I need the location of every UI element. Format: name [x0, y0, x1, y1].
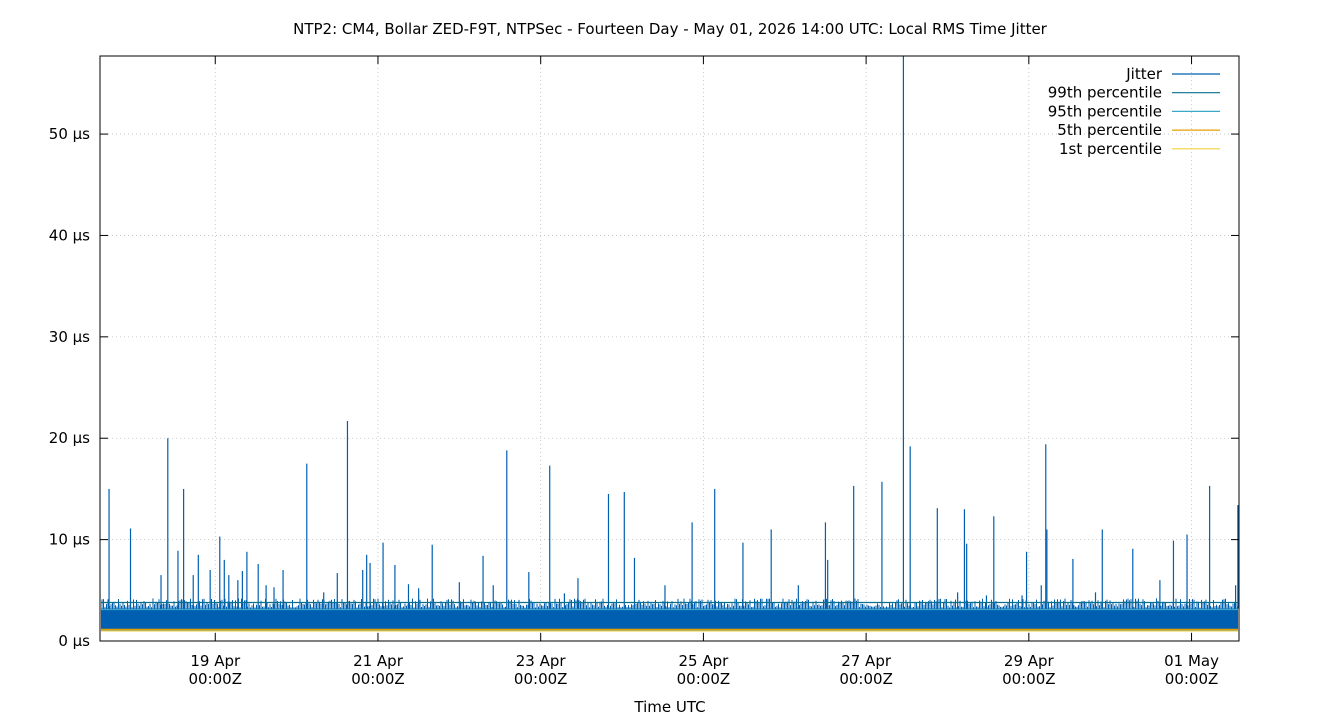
y-tick-label: 20 µs — [49, 429, 90, 447]
jitter-band — [101, 608, 1238, 631]
x-tick-label: 21 Apr — [353, 652, 404, 670]
y-tick-label: 0 µs — [58, 632, 90, 650]
legend-label: 1st percentile — [1059, 140, 1162, 158]
x-axis-label: Time UTC — [633, 698, 705, 716]
y-axis: 0 µs 10 µs 20 µs 30 µs 40 µs 50 µs — [49, 125, 1239, 650]
grid-lines — [100, 56, 1239, 641]
jitter-noise — [101, 598, 1238, 609]
x-tick-label: 27 Apr — [841, 652, 892, 670]
series-area — [101, 56, 1239, 632]
y-tick-label: 30 µs — [49, 328, 90, 346]
x-tick-label: 23 Apr — [516, 652, 567, 670]
plot-frame — [99, 55, 1240, 642]
legend-label: Jitter — [1125, 65, 1163, 83]
x-tick-label-time: 00:00Z — [1002, 670, 1056, 688]
x-tick-label-time: 00:00Z — [514, 670, 568, 688]
y-tick-label: 50 µs — [49, 125, 90, 143]
x-tick-label-time: 00:00Z — [351, 670, 405, 688]
y-tick-label: 10 µs — [49, 531, 90, 549]
chart-title: NTP2: CM4, Bollar ZED-F9T, NTPSec - Four… — [293, 20, 1048, 38]
x-tick-label-time: 00:00Z — [1165, 670, 1219, 688]
legend-label: 95th percentile — [1048, 102, 1162, 120]
legend-label: 99th percentile — [1048, 84, 1162, 102]
x-tick-label: 01 May — [1164, 652, 1219, 670]
x-tick-label: 19 Apr — [190, 652, 241, 670]
x-tick-label-time: 00:00Z — [839, 670, 893, 688]
x-tick-label-time: 00:00Z — [677, 670, 731, 688]
y-tick-label: 40 µs — [49, 226, 90, 244]
legend-label: 5th percentile — [1057, 121, 1162, 139]
x-tick-label-time: 00:00Z — [188, 670, 242, 688]
x-tick-label: 29 Apr — [1004, 652, 1055, 670]
x-tick-label: 25 Apr — [678, 652, 729, 670]
